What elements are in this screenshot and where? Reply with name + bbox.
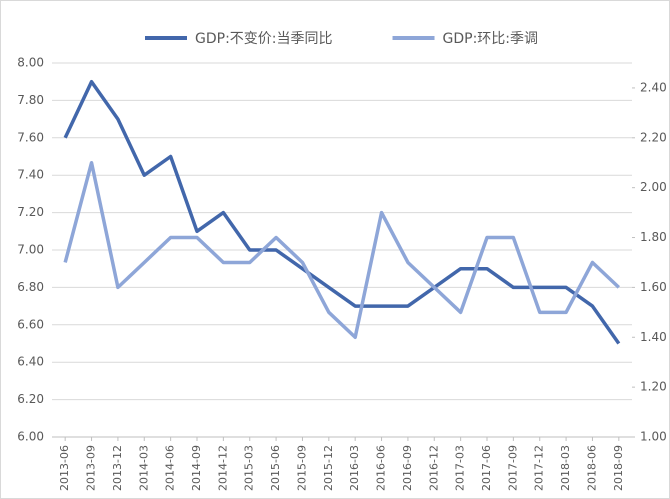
y-tick-label: 6.40 bbox=[17, 355, 44, 369]
y2-tick-label: 1.40 bbox=[640, 330, 667, 344]
x-tick-label: 2014-12 bbox=[216, 445, 229, 491]
y2-tick-label: 2.20 bbox=[640, 130, 667, 144]
x-tick-label: 2015-06 bbox=[269, 445, 282, 491]
y-tick-label: 6.00 bbox=[17, 430, 44, 444]
series-line bbox=[63, 160, 621, 340]
x-tick-label: 2016-03 bbox=[348, 445, 361, 491]
x-tick-label: 2016-09 bbox=[401, 445, 414, 491]
y-tick-label: 6.80 bbox=[17, 280, 44, 294]
y2-tick-label: 2.40 bbox=[640, 80, 667, 94]
x-tick-label: 2018-09 bbox=[612, 445, 625, 491]
y2-tick-label: 2.00 bbox=[640, 180, 667, 194]
x-tick-label: 2017-06 bbox=[480, 445, 493, 491]
y-tick-label: 8.00 bbox=[17, 56, 44, 70]
y-tick-label: 7.60 bbox=[17, 130, 44, 144]
y-tick-label: 7.20 bbox=[17, 205, 44, 219]
x-tick-label: 2013-12 bbox=[111, 445, 124, 491]
x-tick-label: 2016-12 bbox=[427, 445, 440, 491]
x-tick-label: 2015-12 bbox=[322, 445, 335, 491]
x-tick-label: 2017-12 bbox=[533, 445, 546, 491]
x-tick-label: 2018-03 bbox=[559, 445, 572, 491]
x-tick-label: 2018-06 bbox=[585, 445, 598, 491]
y2-tick-label: 1.00 bbox=[640, 430, 667, 444]
y2-tick-label: 1.80 bbox=[640, 230, 667, 244]
x-tick-label: 2015-09 bbox=[295, 445, 308, 491]
y2-tick-label: 1.60 bbox=[640, 280, 667, 294]
x-tick-label: 2017-03 bbox=[454, 445, 467, 491]
x-tick-label: 2013-09 bbox=[85, 445, 98, 491]
y-tick-label: 6.60 bbox=[17, 317, 44, 331]
y-tick-label: 7.40 bbox=[17, 168, 44, 182]
y2-tick-label: 1.20 bbox=[640, 380, 667, 394]
x-tick-label: 2016-06 bbox=[375, 445, 388, 491]
x-tick-label: 2014-03 bbox=[137, 445, 150, 491]
y-tick-label: 7.80 bbox=[17, 93, 44, 107]
series-line bbox=[63, 79, 621, 345]
x-tick-label: 2014-09 bbox=[190, 445, 203, 491]
y-tick-label: 6.20 bbox=[17, 392, 44, 406]
x-tick-label: 2015-03 bbox=[243, 445, 256, 491]
x-tick-label: 2017-09 bbox=[506, 445, 519, 491]
legend-label: GDP:不变价:当季同比 bbox=[195, 31, 333, 47]
x-tick-label: 2014-06 bbox=[164, 445, 177, 491]
x-tick-label: 2013-06 bbox=[58, 445, 71, 491]
y-tick-label: 7.00 bbox=[17, 243, 44, 257]
legend-label: GDP:环比:季调 bbox=[443, 31, 539, 47]
